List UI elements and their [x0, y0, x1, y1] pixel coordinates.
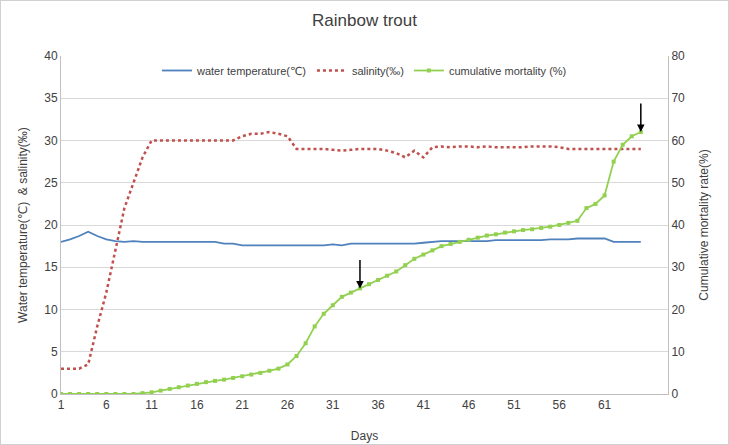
svg-text:Rainbow trout: Rainbow trout: [312, 11, 417, 30]
svg-text:56: 56: [553, 398, 567, 412]
svg-text:water temperature(℃): water temperature(℃): [196, 65, 306, 77]
svg-text:20: 20: [44, 218, 58, 232]
svg-text:10: 10: [671, 345, 685, 359]
svg-text:15: 15: [44, 260, 58, 274]
svg-text:Water temperature(℃) & salini: Water temperature(℃) & salinity(‰): [16, 127, 30, 323]
svg-text:40: 40: [671, 218, 685, 232]
svg-text:20: 20: [671, 303, 685, 317]
svg-text:50: 50: [671, 176, 685, 190]
svg-text:30: 30: [44, 134, 58, 148]
svg-text:salinity(‰): salinity(‰): [352, 65, 404, 77]
svg-text:0: 0: [671, 387, 678, 401]
svg-text:40: 40: [44, 49, 58, 63]
svg-text:60: 60: [671, 134, 685, 148]
svg-text:16: 16: [190, 398, 204, 412]
svg-text:80: 80: [671, 49, 685, 63]
svg-text:11: 11: [145, 398, 158, 412]
svg-text:6: 6: [103, 398, 110, 412]
svg-text:0: 0: [51, 387, 58, 401]
svg-text:Days: Days: [351, 429, 378, 443]
svg-text:30: 30: [671, 260, 685, 274]
svg-text:10: 10: [44, 303, 58, 317]
svg-text:Cumulative mortality rate(%): Cumulative mortality rate(%): [697, 149, 711, 300]
svg-text:46: 46: [462, 398, 476, 412]
svg-text:70: 70: [671, 91, 685, 105]
svg-text:25: 25: [44, 176, 58, 190]
svg-text:36: 36: [371, 398, 385, 412]
svg-text:21: 21: [236, 398, 250, 412]
svg-text:31: 31: [326, 398, 340, 412]
svg-text:35: 35: [44, 91, 58, 105]
svg-text:61: 61: [598, 398, 612, 412]
svg-text:5: 5: [51, 345, 58, 359]
svg-text:26: 26: [281, 398, 295, 412]
svg-text:cumulative mortality (%): cumulative mortality (%): [449, 65, 566, 77]
svg-text:41: 41: [417, 398, 431, 412]
svg-text:1: 1: [58, 398, 65, 412]
svg-text:51: 51: [507, 398, 521, 412]
